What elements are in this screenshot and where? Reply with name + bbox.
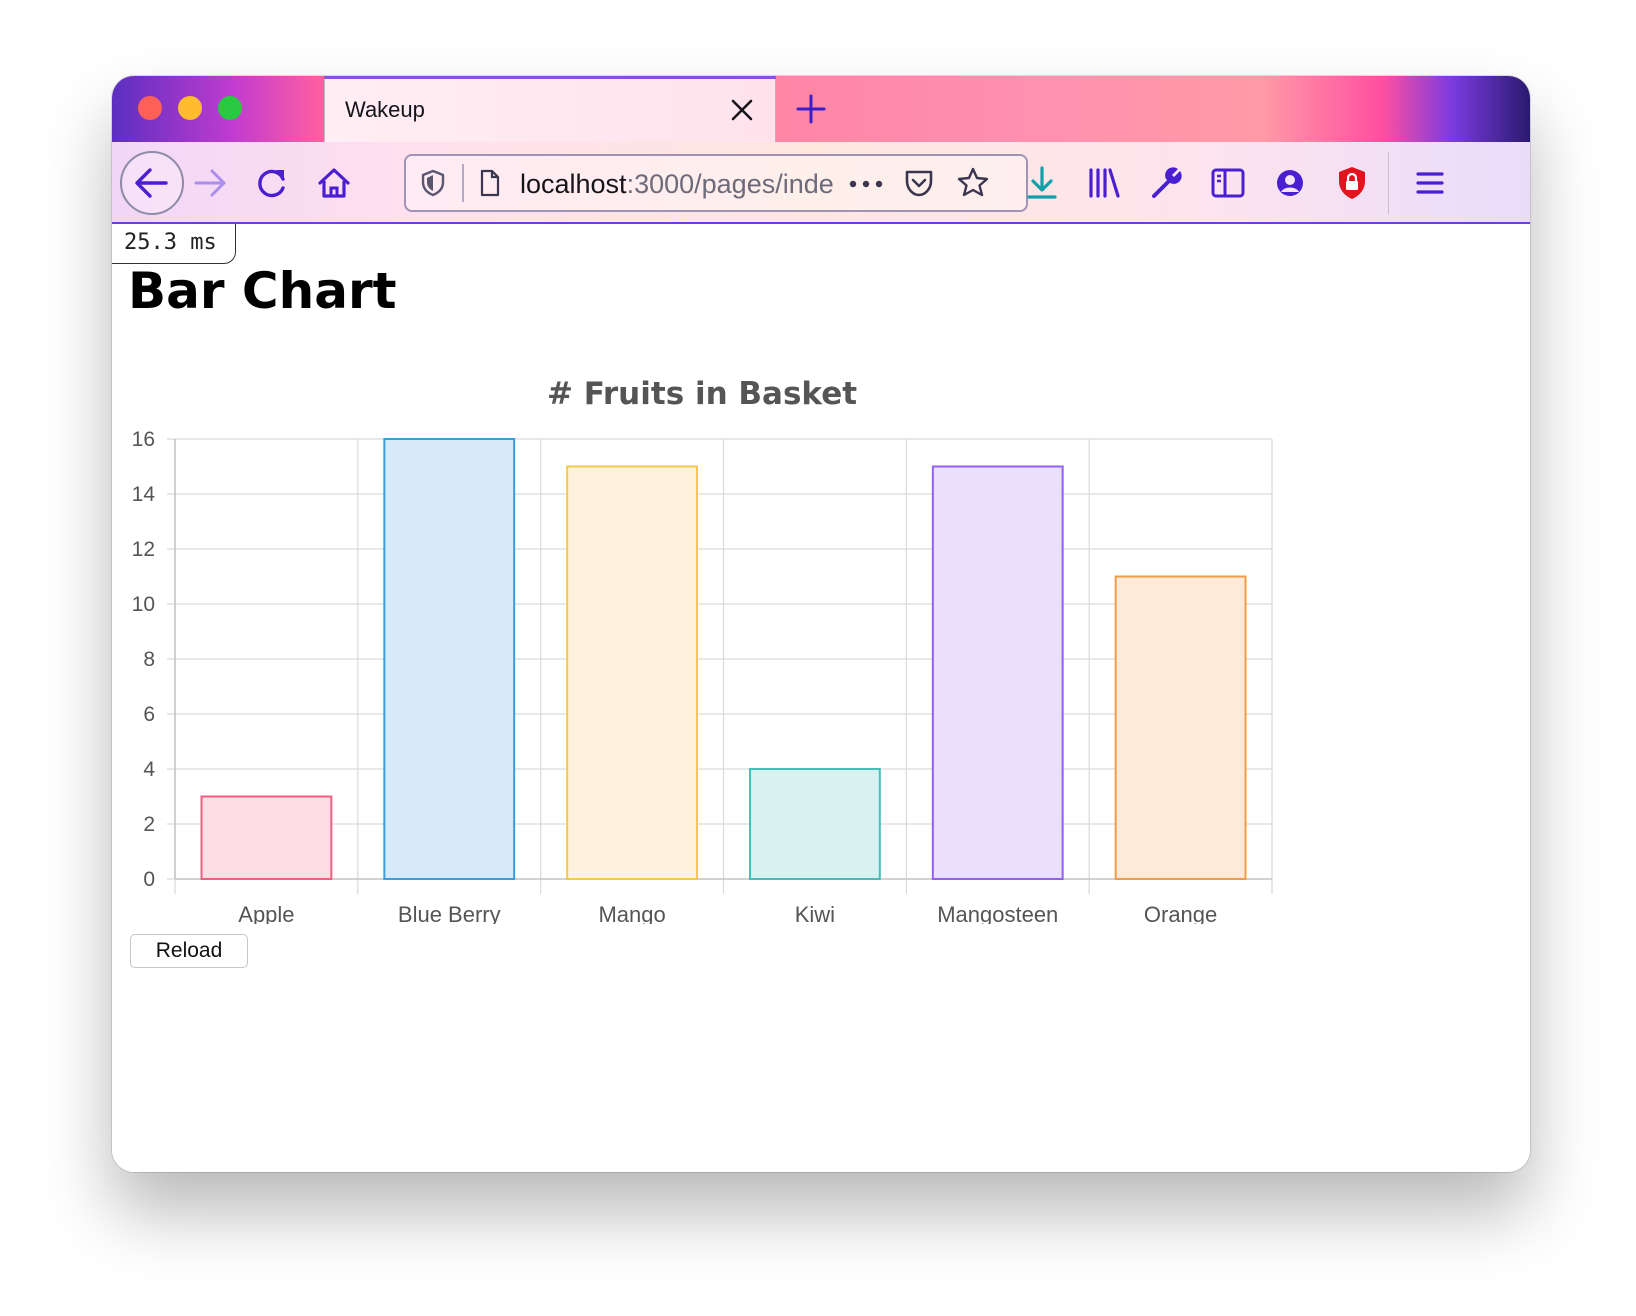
page-title: Bar Chart bbox=[128, 262, 397, 320]
y-tick-label: 4 bbox=[143, 758, 155, 781]
tab-title: Wakeup bbox=[345, 97, 425, 122]
back-icon bbox=[135, 168, 168, 198]
x-category-label: Kiwi bbox=[795, 902, 835, 924]
y-tick-label: 12 bbox=[132, 538, 155, 561]
render-timing: 25.3 ms bbox=[112, 224, 236, 264]
toolbar-separator bbox=[1388, 152, 1389, 214]
chart-labels: 0 2 4 6 8 10 12 14 16 Apple Blue Berry Mango Kiwi Man… bbox=[132, 428, 1218, 924]
url-path: :3000/pages/inde bbox=[626, 169, 834, 199]
chart-grid bbox=[167, 438, 1273, 894]
reload-chart-button[interactable]: Reload bbox=[130, 934, 248, 968]
tracking-shield-icon[interactable] bbox=[418, 168, 448, 198]
account-button[interactable] bbox=[1268, 161, 1312, 205]
account-icon bbox=[1277, 170, 1303, 196]
y-tick-label: 6 bbox=[143, 703, 155, 726]
window-maximize-button[interactable] bbox=[218, 96, 242, 120]
url-bar[interactable]: localhost:3000/pages/inde bbox=[404, 154, 1028, 212]
pocket-icon[interactable] bbox=[902, 166, 936, 200]
bar-mangosteen bbox=[931, 465, 1064, 880]
url-separator bbox=[462, 164, 464, 202]
bookmark-star-icon[interactable] bbox=[956, 166, 990, 200]
window-close-button[interactable] bbox=[138, 96, 162, 120]
bar-chart: # Fruits in Basket 0 2 4 6 8 10 12 14 16 Apple Blu… bbox=[132, 376, 1273, 924]
lockwise-icon bbox=[1339, 167, 1365, 199]
x-category-label: Mango bbox=[598, 902, 665, 924]
download-icon bbox=[1027, 166, 1057, 199]
home-icon bbox=[318, 168, 350, 198]
menu-button[interactable] bbox=[1408, 161, 1452, 205]
x-category-label: Mangosteen bbox=[937, 902, 1058, 924]
chart-title: # Fruits in Basket bbox=[547, 376, 857, 412]
library-icon bbox=[1089, 168, 1120, 198]
url-text: localhost:3000/pages/inde bbox=[520, 169, 870, 200]
wrench-icon bbox=[1152, 167, 1182, 198]
y-tick-label: 16 bbox=[132, 428, 155, 451]
page-icon bbox=[480, 169, 500, 197]
x-category-label: Blue Berry bbox=[398, 902, 501, 924]
navigation-toolbar: localhost:3000/pages/inde bbox=[112, 142, 1530, 224]
chart-bars bbox=[200, 438, 1247, 880]
back-button[interactable] bbox=[120, 151, 184, 215]
bar-apple bbox=[200, 795, 333, 880]
reload-button[interactable] bbox=[250, 161, 294, 205]
close-tab-icon[interactable] bbox=[729, 97, 755, 123]
page-content: 25.3 ms Bar Chart # Fruits in Basket 0 2 4… bbox=[112, 224, 1530, 1172]
reload-icon bbox=[258, 169, 285, 198]
forward-icon bbox=[194, 169, 226, 197]
browser-window: Wakeup bbox=[112, 76, 1530, 1172]
tab-wakeup[interactable]: Wakeup bbox=[324, 76, 776, 142]
sidebar-icon bbox=[1211, 168, 1245, 198]
y-tick-label: 0 bbox=[143, 868, 155, 891]
sidebar-button[interactable] bbox=[1206, 161, 1250, 205]
downloads-button[interactable] bbox=[1020, 161, 1064, 205]
tab-bar: Wakeup bbox=[112, 76, 1530, 142]
menu-icon bbox=[1416, 172, 1444, 194]
new-tab-icon[interactable] bbox=[794, 92, 828, 126]
window-minimize-button[interactable] bbox=[178, 96, 202, 120]
bar-orange bbox=[1114, 575, 1247, 880]
lockwise-button[interactable] bbox=[1330, 161, 1374, 205]
forward-button[interactable] bbox=[188, 161, 232, 205]
y-tick-label: 14 bbox=[132, 483, 156, 506]
library-button[interactable] bbox=[1082, 161, 1126, 205]
home-button[interactable] bbox=[312, 161, 356, 205]
bar-blue-berry bbox=[383, 438, 516, 880]
y-tick-label: 8 bbox=[143, 648, 155, 671]
more-icon[interactable] bbox=[848, 178, 884, 190]
bar-kiwi bbox=[749, 768, 881, 880]
bar-mango bbox=[566, 465, 698, 880]
y-tick-label: 2 bbox=[143, 813, 155, 836]
y-tick-label: 10 bbox=[132, 593, 155, 616]
x-category-label: Apple bbox=[238, 902, 294, 924]
x-category-label: Orange bbox=[1144, 902, 1217, 924]
developer-tools-button[interactable] bbox=[1144, 161, 1188, 205]
url-host: localhost bbox=[520, 169, 627, 199]
